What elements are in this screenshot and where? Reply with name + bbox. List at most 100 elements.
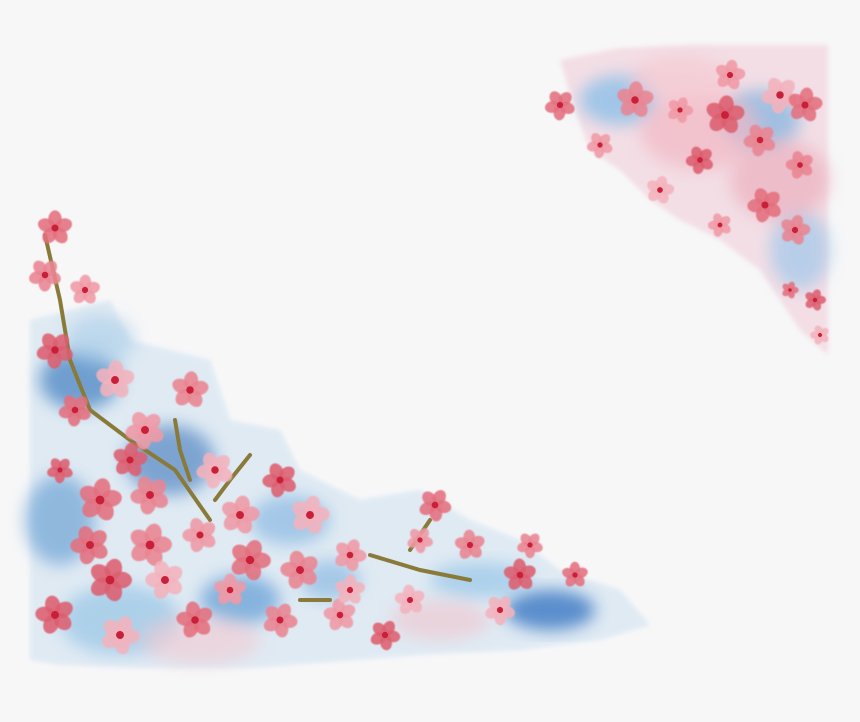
blossom-center — [226, 586, 234, 594]
blossom-center — [597, 142, 603, 148]
blossom — [544, 91, 575, 121]
blossom — [214, 573, 246, 605]
blossom-center — [818, 333, 822, 337]
blossom-center — [51, 224, 59, 232]
wash-blob — [630, 55, 730, 105]
blossom-center — [245, 555, 255, 565]
blossom-center — [697, 157, 703, 163]
blossom — [38, 210, 72, 244]
petal — [269, 463, 284, 481]
blossom — [196, 452, 233, 489]
blossom-center — [86, 541, 94, 549]
blossom-center — [801, 101, 809, 109]
blossom — [370, 620, 401, 651]
petal — [617, 88, 636, 104]
blossom — [785, 151, 813, 179]
petal — [335, 581, 351, 594]
blossom-center — [556, 101, 564, 109]
blossoms — [29, 59, 829, 655]
blossom — [96, 360, 135, 398]
blossom — [262, 463, 296, 498]
petal — [203, 452, 219, 471]
blossom — [280, 550, 318, 589]
blossom — [70, 274, 100, 304]
blossom — [685, 146, 713, 175]
blossom-center — [346, 586, 354, 594]
petal — [96, 368, 116, 385]
blossom-center — [466, 541, 474, 549]
blossom — [805, 289, 826, 311]
petal — [706, 102, 726, 119]
blossom — [810, 325, 829, 345]
blossom-center — [161, 576, 169, 584]
petal — [132, 411, 149, 431]
petal — [78, 526, 95, 546]
petal — [45, 595, 61, 616]
blossom-center — [296, 566, 304, 574]
petal — [222, 501, 241, 519]
petal — [767, 77, 784, 96]
blossom — [715, 59, 746, 90]
blossom-center — [105, 575, 115, 585]
blossom-center — [631, 96, 639, 104]
blossom-center — [111, 376, 119, 384]
blossom-center — [516, 571, 524, 579]
blossom — [125, 411, 164, 450]
blossom — [130, 476, 169, 515]
blossom — [172, 371, 209, 407]
blossom-center — [496, 606, 504, 614]
wash-blob — [65, 315, 135, 365]
petal — [190, 518, 205, 536]
wash-blob — [730, 140, 830, 220]
petal — [591, 133, 603, 146]
blossom — [707, 213, 731, 237]
blossom-center — [812, 297, 818, 303]
blossom-center — [761, 201, 769, 209]
blossom-center — [726, 71, 734, 79]
blossom — [70, 526, 108, 565]
blossom — [706, 95, 745, 134]
blossom — [35, 595, 73, 634]
petal — [70, 281, 86, 294]
blossom — [781, 214, 811, 245]
petal — [792, 151, 804, 166]
blossom-center — [57, 467, 63, 473]
blossom — [782, 281, 799, 299]
blossom-center — [186, 386, 194, 394]
blossom — [668, 97, 694, 123]
blossom — [47, 458, 73, 484]
blossom-center — [527, 542, 533, 548]
blossom-center — [756, 136, 764, 144]
blossom-center — [572, 572, 578, 578]
petal — [713, 213, 723, 226]
blossom — [292, 495, 330, 534]
petal — [185, 601, 201, 621]
blossom — [562, 561, 588, 587]
blossom-center — [71, 406, 79, 414]
blossom-center — [41, 271, 49, 279]
blossom-center — [126, 456, 134, 464]
blossom — [335, 539, 367, 572]
blossom — [102, 616, 140, 655]
blossom-center — [146, 491, 154, 499]
blossom-center — [677, 107, 683, 113]
blossom-center — [51, 611, 59, 619]
wash-blob — [505, 590, 595, 630]
blossom — [419, 490, 452, 522]
blossom — [323, 598, 356, 631]
blossom — [36, 333, 73, 369]
petal — [463, 529, 476, 546]
blossom-center — [81, 286, 89, 294]
petal — [79, 485, 101, 504]
blossom — [90, 558, 132, 602]
blossom-center — [797, 162, 803, 168]
blossom-center — [236, 511, 244, 519]
blossom — [222, 495, 260, 534]
blossom — [29, 260, 61, 292]
blossom — [587, 133, 613, 159]
blossom — [407, 528, 433, 554]
blossom — [263, 603, 298, 638]
blossom-center — [417, 537, 423, 543]
